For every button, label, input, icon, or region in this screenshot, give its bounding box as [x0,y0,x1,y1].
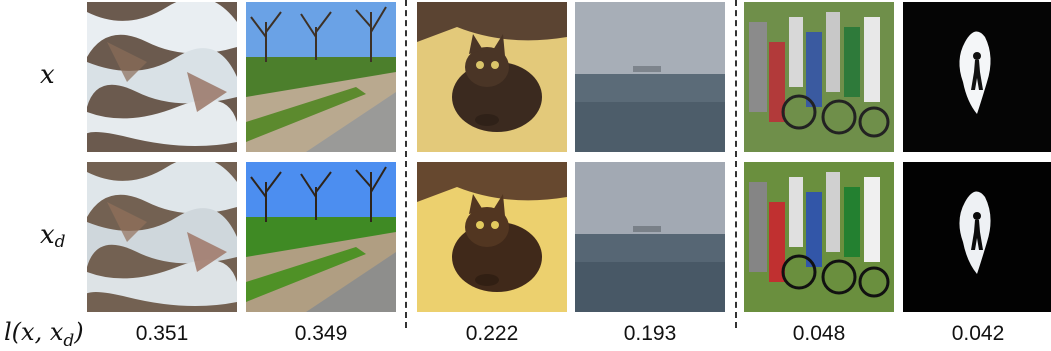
score-1: 0.351 [135,322,189,345]
score-3: 0.222 [465,322,519,345]
image-sea-original [575,2,725,152]
image-crowd-original [744,2,894,152]
image-park-original [246,2,396,152]
row-label-score-sub: d [63,330,75,351]
row-label-score-suffix: ) [74,318,84,346]
row-label-score: l(x, xd) [4,318,84,351]
row-label-distorted-sub: d [54,232,66,253]
row-label-distorted: xd [40,220,66,252]
score-2: 0.349 [294,322,348,345]
group-divider-1 [405,0,407,328]
image-cat-original [417,2,567,152]
row-label-original-main: x [40,60,55,90]
image-sea-distorted [575,162,725,312]
score-4: 0.193 [623,322,677,345]
image-cave-original [903,2,1051,152]
image-cat-distorted [417,162,567,312]
row-label-distorted-main: x [40,220,55,250]
score-6: 0.042 [951,322,1005,345]
image-waterfall-original [87,2,237,152]
row-label-original: x [40,60,55,90]
image-park-distorted [246,162,396,312]
image-cave-distorted [903,162,1051,312]
image-waterfall-distorted [87,162,237,312]
image-crowd-distorted [744,162,894,312]
score-5: 0.048 [792,322,846,345]
row-label-score-prefix: l(x, x [4,318,64,346]
group-divider-2 [735,0,737,328]
